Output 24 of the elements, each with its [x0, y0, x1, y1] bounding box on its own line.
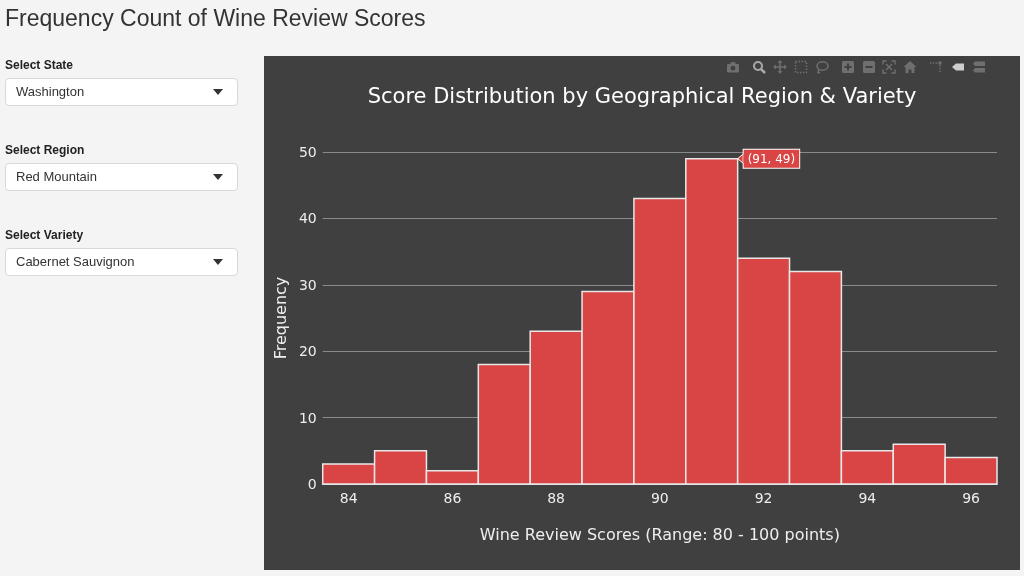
dropdown: Red Mountain — [5, 163, 238, 191]
x-tick-label: 94 — [858, 490, 877, 506]
y-tick-label: 20 — [298, 343, 317, 360]
x-tick-label: 84 — [339, 490, 358, 506]
dropdown: Washington — [5, 78, 238, 106]
x-tick-label: 88 — [547, 490, 566, 506]
text: Select Region — [5, 143, 85, 158]
y-axis-title: Frequency — [270, 276, 290, 360]
text: Frequency Count of Wine Review Scores — [5, 5, 426, 32]
y-tick-label: 30 — [298, 276, 317, 293]
text: Select Variety — [5, 228, 84, 243]
x-tick-label: 92 — [754, 490, 773, 506]
annotation: (91, 49) — [747, 151, 796, 166]
dropdown: Cabernet Sauvignon — [5, 248, 238, 276]
x-tick-label: 86 — [443, 490, 462, 506]
x-tick-label: 96 — [962, 490, 981, 506]
chart-title: Score Distribution by Geographical Region & Variety — [367, 83, 917, 108]
y-tick-label: 50 — [298, 144, 317, 160]
x-tick-label: 90 — [650, 490, 669, 506]
x-axis-title: Wine Review Scores (Range: 80 - 100 points) — [479, 524, 840, 544]
y-tick-label: 40 — [298, 210, 317, 227]
y-tick-label: 0 — [307, 476, 317, 492]
text: Select State — [5, 58, 74, 73]
y-tick-label: 10 — [298, 409, 317, 426]
